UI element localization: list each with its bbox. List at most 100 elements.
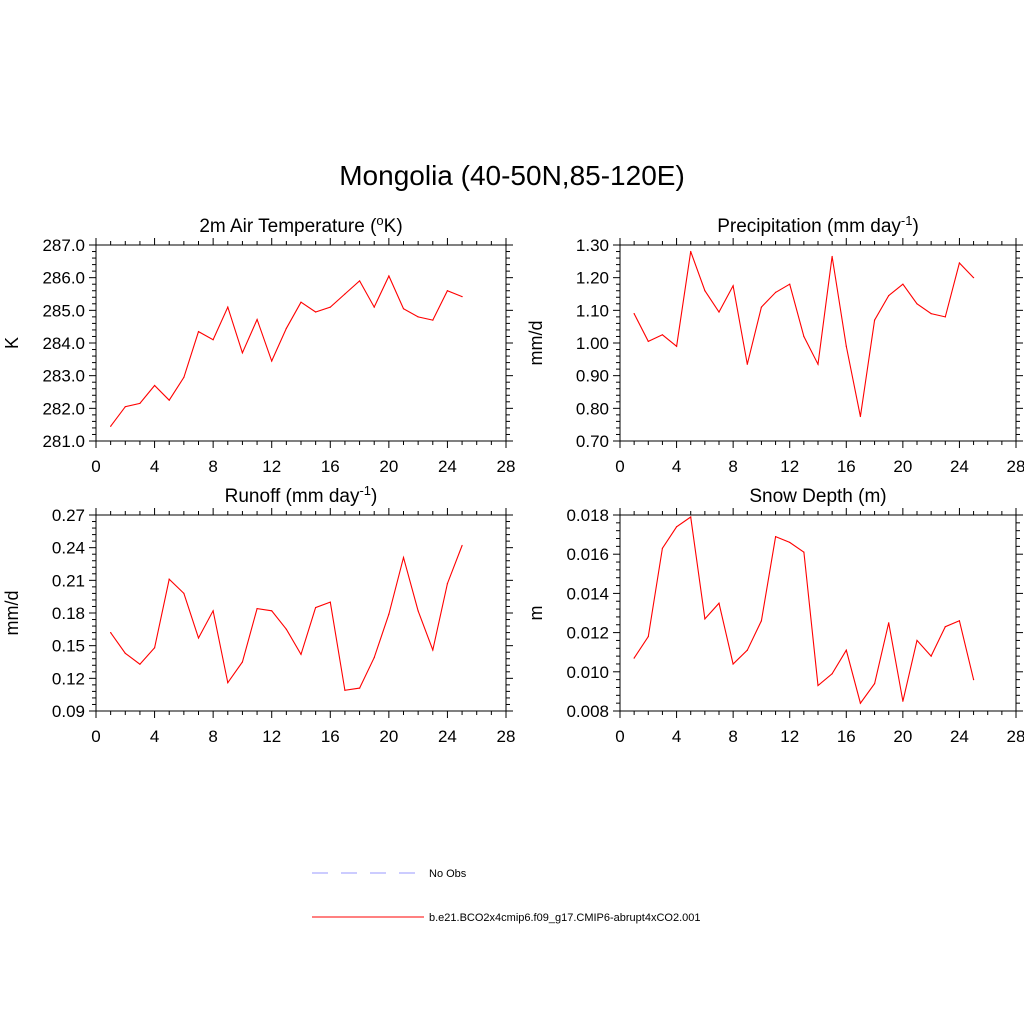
x-tick-label: 20 <box>379 457 398 476</box>
data-point <box>972 679 975 681</box>
data-point <box>124 406 126 408</box>
panel-1: 2m Air Temperature (oK) K 0 4 8 12 16 20 24 28 281… <box>2 213 515 476</box>
data-point <box>300 653 302 655</box>
data-point <box>675 526 678 528</box>
panel-title-superscript: -1 <box>901 213 913 228</box>
data-point <box>358 687 361 689</box>
y-tick-label: 0.09 <box>52 702 85 721</box>
panel-title-suffix: K) <box>384 216 403 237</box>
y-tick-label: 0.18 <box>52 604 85 623</box>
y-tick-label: 284.0 <box>42 334 85 353</box>
x-tick-label: 8 <box>728 727 737 746</box>
y-tick-label: 0.12 <box>52 669 85 688</box>
x-tick-label: 20 <box>893 727 912 746</box>
data-point <box>647 635 649 638</box>
data-point <box>432 649 434 651</box>
data-point <box>256 318 258 321</box>
panel-3: Runoff (mm day-1) mm/d 0 4 8 12 16 20 24 28 0.09 0.… <box>2 483 515 746</box>
x-tick-label: 4 <box>672 727 681 746</box>
x-tick-label: 28 <box>497 457 516 476</box>
data-point <box>329 601 331 603</box>
plot-frame <box>95 244 507 442</box>
data-point <box>873 682 876 685</box>
data-point <box>817 684 819 687</box>
data-point <box>704 618 706 620</box>
x-tick-label: 4 <box>150 457 159 476</box>
data-point <box>774 535 777 538</box>
data-point <box>633 313 635 315</box>
data-point <box>432 319 434 321</box>
series-line <box>633 516 975 705</box>
data-point <box>315 311 317 313</box>
panel-title-text: Precipitation (mm day <box>717 216 901 237</box>
x-tick-label: 8 <box>728 457 737 476</box>
data-point <box>774 291 777 293</box>
data-point <box>212 610 214 612</box>
data-point <box>168 399 170 401</box>
x-tick-label: 0 <box>91 457 100 476</box>
y-tick-label: 0.15 <box>52 637 85 656</box>
x-tick-label: 4 <box>672 457 681 476</box>
x-tick-label: 20 <box>379 727 398 746</box>
data-point <box>212 339 214 341</box>
data-point <box>285 327 287 329</box>
x-tick-label: 24 <box>950 457 969 476</box>
y-tick-label: 0.70 <box>576 432 609 451</box>
data-point <box>718 311 720 313</box>
series-line <box>110 545 463 691</box>
x-tick-label: 0 <box>91 727 100 746</box>
panel-title-text: Snow Depth (m) <box>749 486 886 507</box>
data-point <box>803 551 805 553</box>
y-tick-label: 0.27 <box>52 506 85 525</box>
data-point <box>461 296 463 298</box>
x-tick-label: 0 <box>615 727 624 746</box>
y-tick-label: 0.018 <box>566 506 609 525</box>
y-tick-label: 1.20 <box>576 269 609 288</box>
y-tick-label: 0.008 <box>566 702 609 721</box>
data-point <box>358 280 361 282</box>
data-point <box>285 628 287 630</box>
y-axis-label: m <box>526 606 546 621</box>
data-point <box>704 290 706 292</box>
data-point <box>916 639 918 642</box>
x-tick-label: 16 <box>837 727 856 746</box>
panel-2: Precipitation (mm day-1) mm/d 0 4 8 12 16 20 24 2… <box>526 213 1024 476</box>
data-point <box>789 541 791 544</box>
panel-title: Snow Depth (m) <box>749 486 886 507</box>
y-tick-label: 287.0 <box>42 236 85 255</box>
panel-title: Runoff (mm day-1) <box>225 483 378 507</box>
data-point <box>124 652 126 654</box>
y-tick-label: 0.012 <box>566 624 609 643</box>
data-point <box>760 306 763 308</box>
data-point <box>690 516 692 518</box>
data-point <box>888 295 890 297</box>
data-point <box>227 682 229 684</box>
y-tick-label: 0.24 <box>52 539 85 558</box>
x-tick-label: 20 <box>893 457 912 476</box>
panel-title-text: Runoff (mm day <box>225 486 360 507</box>
data-point <box>859 415 862 418</box>
data-point <box>647 340 649 342</box>
data-point <box>661 547 664 549</box>
series-line <box>633 251 974 417</box>
y-tick-label: 1.00 <box>576 334 609 353</box>
data-point <box>873 319 876 321</box>
data-point <box>746 649 748 651</box>
data-point <box>373 306 375 308</box>
data-point <box>373 657 375 659</box>
data-point <box>732 663 734 665</box>
data-point <box>168 578 170 580</box>
y-tick-label: 0.90 <box>576 367 609 386</box>
y-tick-label: 1.30 <box>576 236 609 255</box>
data-point <box>402 556 405 559</box>
y-tick-label: 1.10 <box>576 301 609 320</box>
data-point <box>944 316 946 318</box>
data-point <box>241 661 244 663</box>
x-tick-label: 4 <box>150 727 159 746</box>
data-point <box>388 613 390 615</box>
x-tick-label: 16 <box>321 727 340 746</box>
data-point <box>845 649 847 651</box>
data-point <box>388 275 390 277</box>
y-tick-label: 282.0 <box>42 399 85 418</box>
